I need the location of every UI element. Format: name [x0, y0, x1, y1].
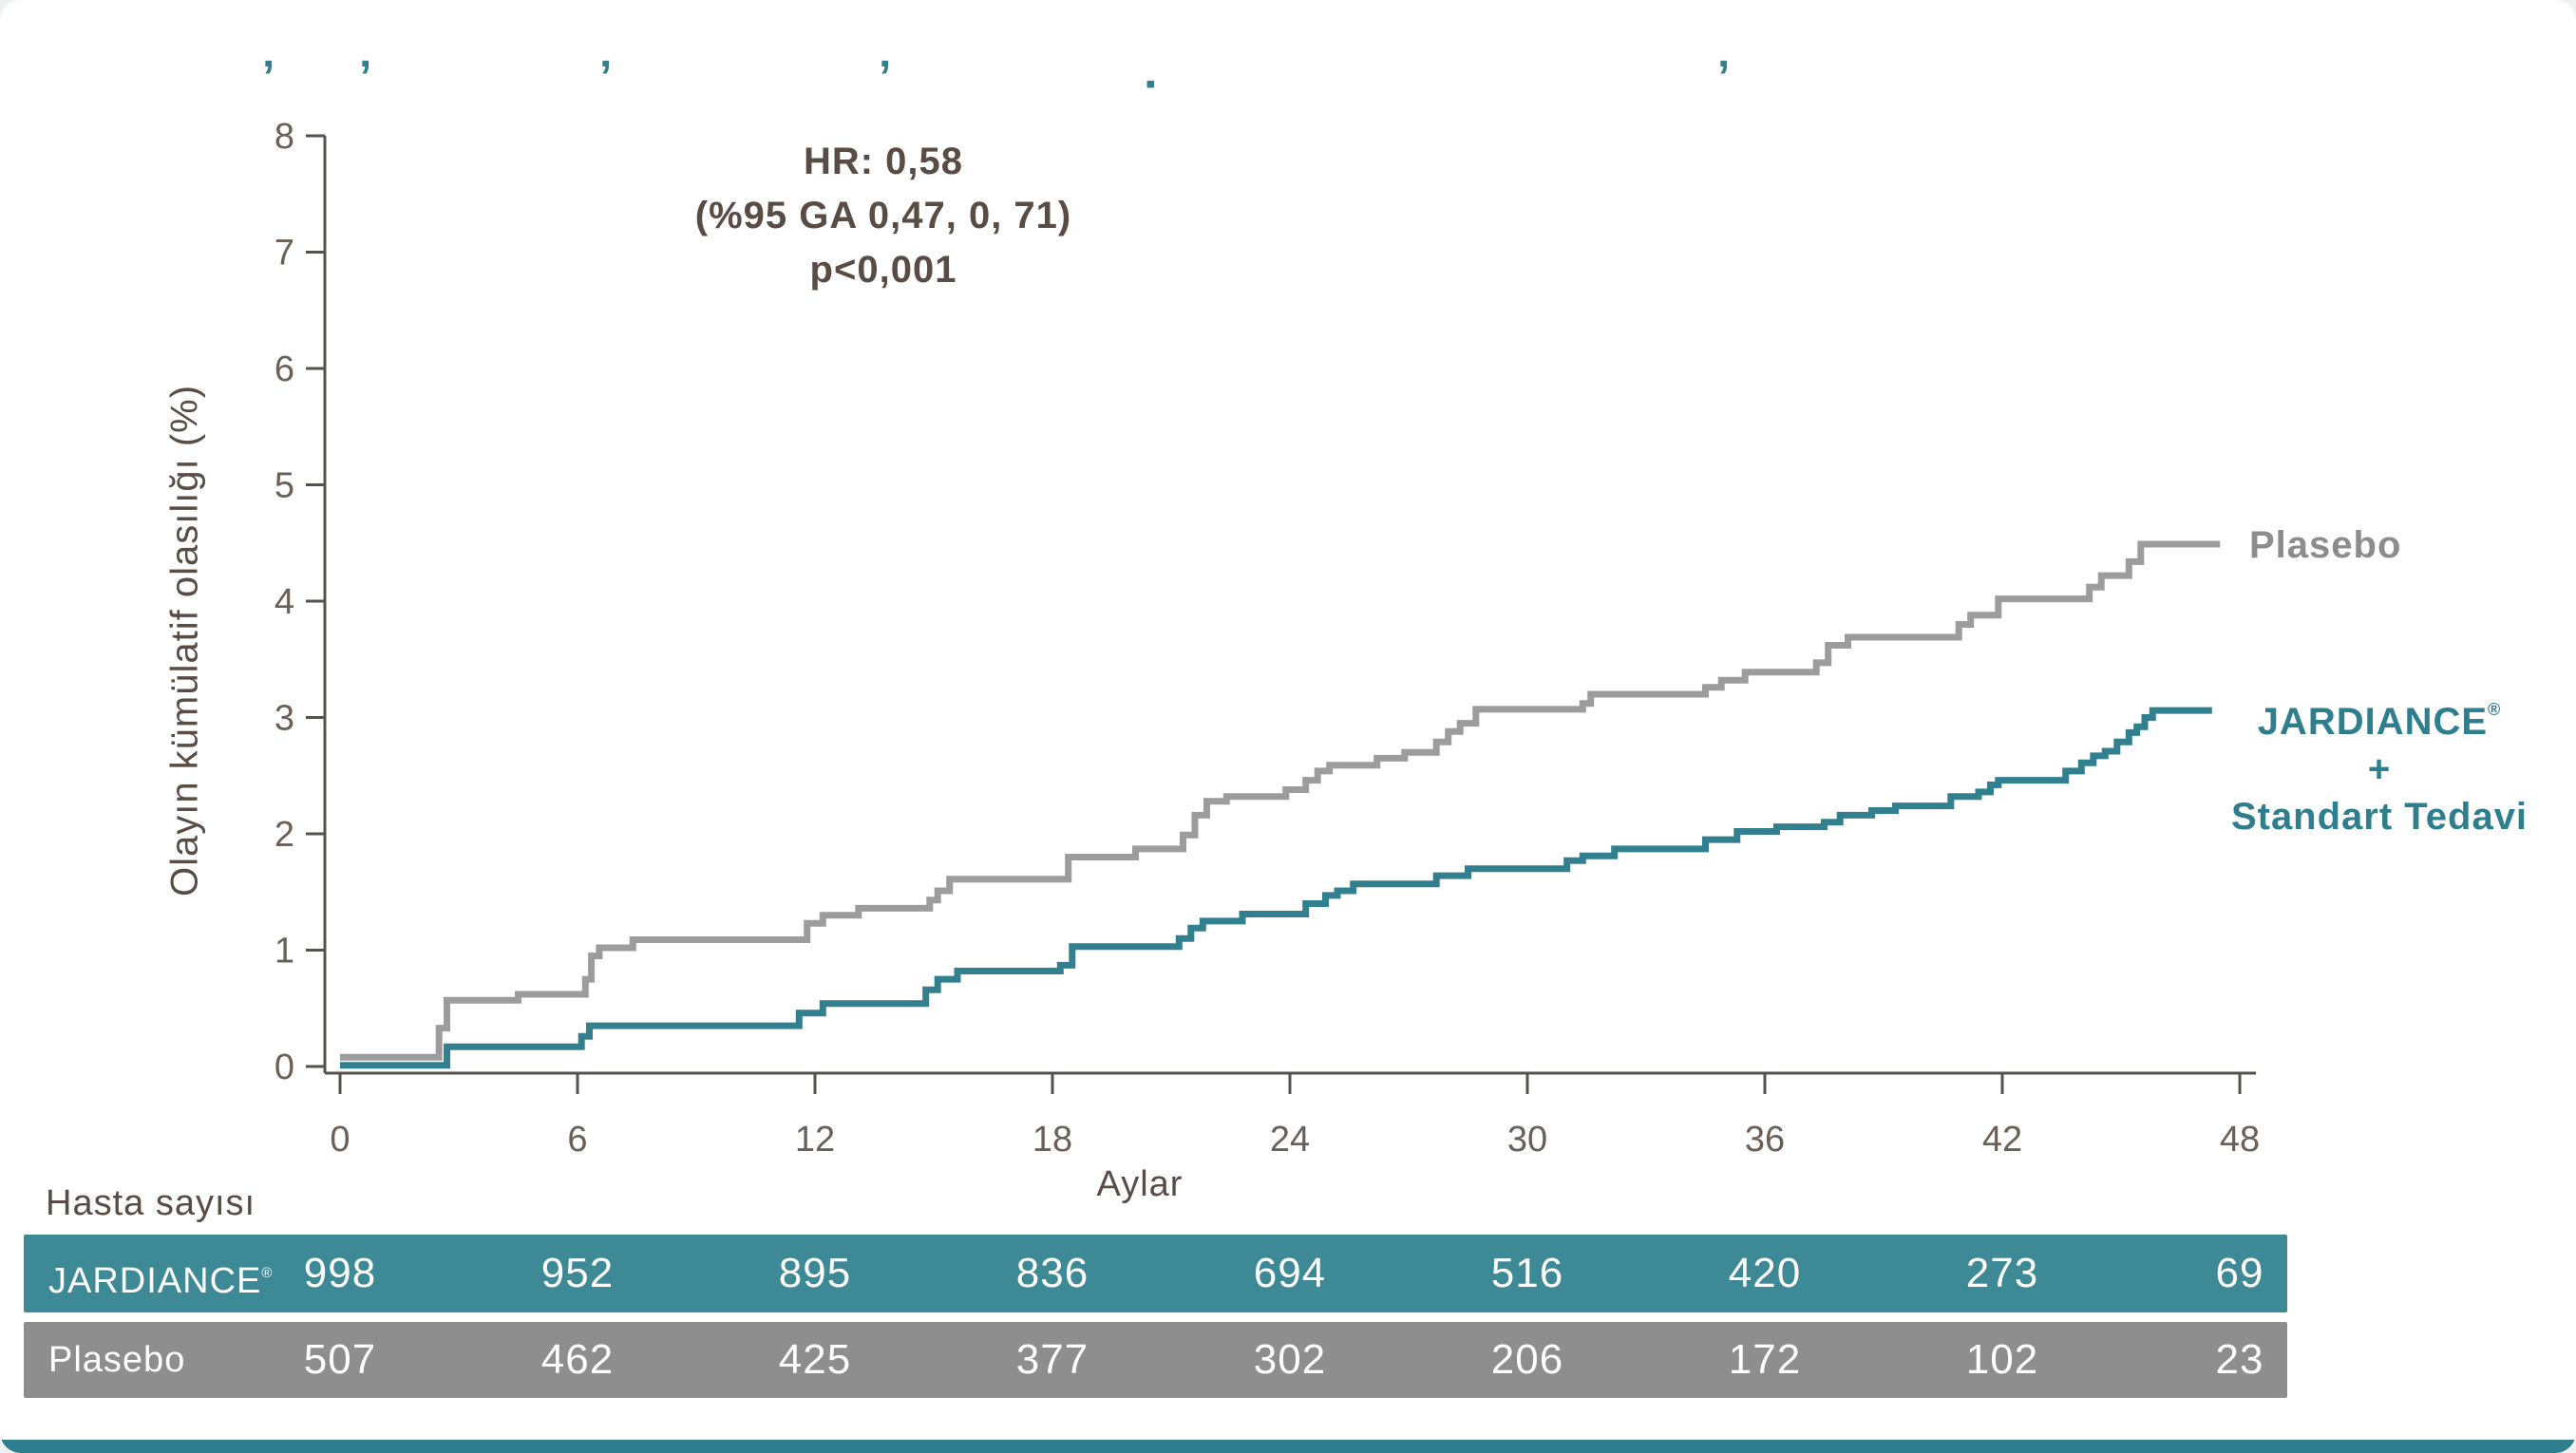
risk-count: 694: [1253, 1250, 1327, 1296]
risk-count: 377: [1015, 1336, 1089, 1383]
p-value: p<0,001: [809, 249, 957, 291]
risk-count: 302: [1253, 1336, 1327, 1383]
y-tick-label: 5: [275, 466, 294, 506]
risk-table-row-jardiance: JARDIANCE® 998 952 895 836 694 516 420 273 69: [24, 1235, 2287, 1312]
risk-count: 273: [1965, 1250, 2039, 1296]
risk-count: 172: [1728, 1336, 1802, 1383]
bottom-accent-bar: [0, 1440, 2576, 1453]
legend-plasebo: Plasebo: [2249, 524, 2402, 566]
y-tick-label: 7: [275, 234, 294, 274]
y-axis-title: Olayın kümülatif olasılığı (%): [163, 384, 206, 897]
legend-plus-sign: +: [2367, 748, 2392, 790]
x-tick-label: 48: [2220, 1120, 2260, 1160]
risk-count: 836: [1015, 1250, 1089, 1296]
title-fragment-mark: ’: [262, 52, 275, 103]
jardiance-curve: [340, 707, 2212, 1069]
risk-count: 507: [303, 1336, 377, 1383]
title-fragment-mark: ’: [879, 52, 892, 103]
risk-count: 23: [2215, 1336, 2264, 1383]
y-tick-label: 8: [275, 117, 294, 157]
x-tick-label: 30: [1507, 1120, 1547, 1160]
legend-standart-tedavi: Standart Tedavi: [2230, 796, 2529, 838]
title-fragment-mark: ’: [359, 52, 372, 103]
risk-count: 952: [540, 1250, 615, 1296]
x-tick-label: 6: [567, 1120, 587, 1160]
risk-count: 102: [1965, 1336, 2039, 1383]
confidence-interval: (%95 GA 0,47, 0, 71): [694, 195, 1072, 236]
legend-jardiance: JARDIANCE® + Standart Tedavi: [2180, 686, 2576, 840]
risk-row-label: Plasebo: [48, 1340, 186, 1380]
y-tick-label: 2: [275, 815, 294, 855]
x-tick-label: 18: [1032, 1120, 1072, 1160]
title-fragment-mark: ▪: [1146, 68, 1156, 100]
x-axis-title: Aylar: [1096, 1164, 1184, 1204]
y-tick-label: 4: [275, 582, 294, 622]
risk-count: 895: [778, 1250, 852, 1296]
y-tick-label: 1: [275, 932, 294, 972]
title-fragment-mark: ’: [599, 52, 613, 103]
risk-count: 425: [778, 1336, 852, 1383]
x-tick-label: 12: [795, 1120, 835, 1160]
risk-count: 420: [1728, 1250, 1802, 1296]
risk-count: 462: [540, 1336, 615, 1383]
risk-table-title: Hasta sayısı: [46, 1183, 256, 1223]
y-tick-label: 6: [275, 349, 294, 389]
hr-value: HR: 0,58: [803, 141, 964, 182]
y-tick-label: 3: [275, 699, 294, 739]
x-tick-label: 24: [1270, 1120, 1310, 1160]
plasebo-curve: [340, 540, 2221, 1061]
hr-annotation: HR: 0,58 (%95 GA 0,47, 0, 71) p<0,001: [532, 135, 1235, 297]
risk-table-row-plasebo: Plasebo 507 462 425 377 302 206 172 102 23: [24, 1322, 2287, 1398]
registered-mark: ®: [261, 1265, 274, 1281]
x-tick-label: 42: [1982, 1120, 2022, 1160]
x-tick-label: 36: [1745, 1120, 1785, 1160]
registered-mark: ®: [2488, 700, 2502, 719]
risk-count: 69: [2215, 1250, 2264, 1296]
risk-count: 516: [1490, 1250, 1564, 1296]
risk-count: 206: [1490, 1336, 1564, 1383]
legend-jardiance-name: JARDIANCE®: [2257, 700, 2502, 743]
x-tick-label: 0: [330, 1120, 350, 1160]
y-tick-label: 0: [275, 1047, 294, 1087]
title-fragment-mark: ’: [1717, 52, 1731, 103]
risk-row-label: JARDIANCE®: [48, 1261, 274, 1301]
risk-count: 998: [303, 1250, 377, 1296]
